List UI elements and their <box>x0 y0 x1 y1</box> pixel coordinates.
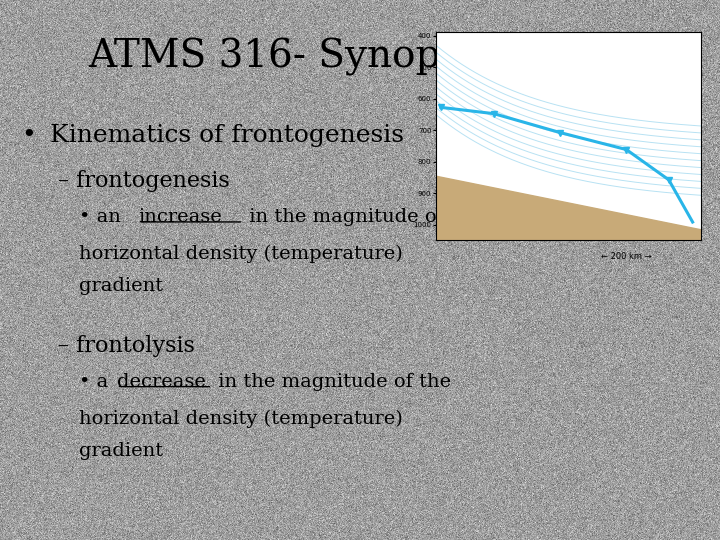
Text: – frontolysis: – frontolysis <box>58 335 194 357</box>
Text: in the magnitude of the: in the magnitude of the <box>212 373 451 390</box>
Text: ← 200 km →: ← 200 km → <box>601 252 652 261</box>
Text: horizontal density (temperature): horizontal density (temperature) <box>79 245 403 263</box>
Text: decrease: decrease <box>117 373 205 390</box>
Text: – frontogenesis: – frontogenesis <box>58 170 230 192</box>
Text: gradient: gradient <box>79 442 163 460</box>
Text: • an: • an <box>79 208 127 226</box>
Text: increase: increase <box>138 208 222 226</box>
Text: horizontal density (temperature): horizontal density (temperature) <box>79 409 403 428</box>
Text: •: • <box>22 124 36 147</box>
Text: gradient: gradient <box>79 277 163 295</box>
Text: ATMS 316- Synoptic Fronts: ATMS 316- Synoptic Fronts <box>88 38 632 76</box>
Text: in the magnitude of the: in the magnitude of the <box>243 208 482 226</box>
Text: Kinematics of frontogenesis: Kinematics of frontogenesis <box>50 124 405 147</box>
Text: • a: • a <box>79 373 114 390</box>
